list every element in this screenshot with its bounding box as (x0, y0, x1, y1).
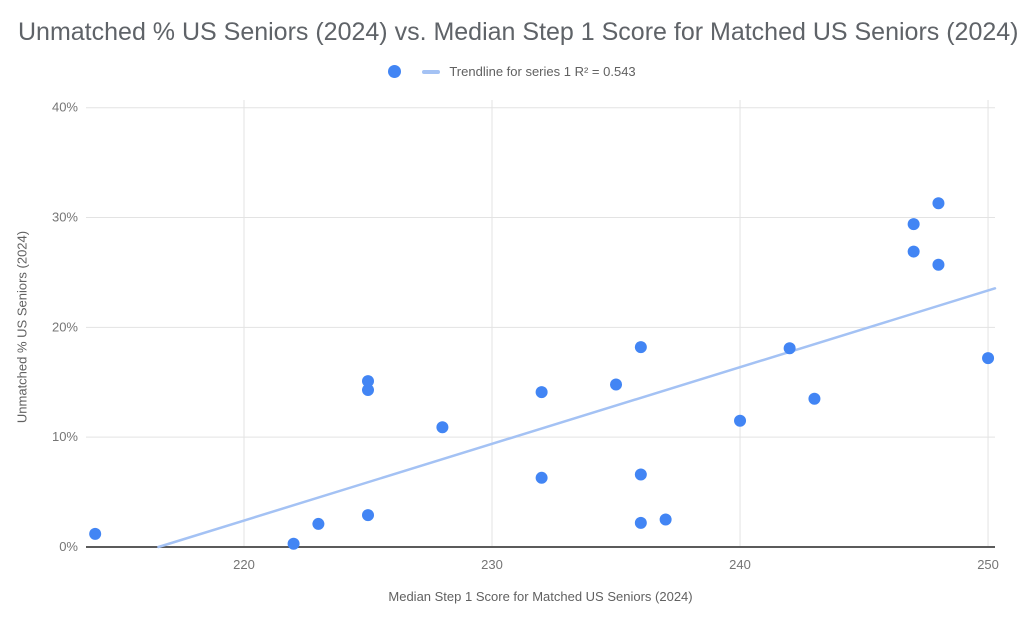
y-axis-title: Unmatched % US Seniors (2024) (14, 230, 30, 424)
data-point (907, 245, 920, 258)
data-point (932, 258, 945, 271)
legend: Trendline for series 1 R² = 0.543 (0, 64, 1024, 79)
y-tick-label: 10% (52, 429, 78, 444)
x-tick-label: 230 (481, 557, 503, 572)
data-point (535, 471, 548, 484)
data-point (89, 527, 102, 540)
y-tick-label: 40% (52, 100, 78, 115)
trendline-legend-label: Trendline for series 1 R² = 0.543 (449, 64, 636, 79)
trendline-dash-icon (422, 69, 441, 74)
data-point (907, 218, 920, 231)
data-point (932, 197, 945, 210)
data-point (808, 392, 821, 405)
data-point (982, 352, 995, 365)
data-point (634, 341, 647, 354)
chart-title: Unmatched % US Seniors (2024) vs. Median… (18, 18, 1019, 46)
data-point (783, 342, 796, 355)
data-point (535, 386, 548, 399)
data-point (634, 516, 647, 529)
data-point (287, 537, 300, 550)
series-dot-icon (388, 65, 402, 78)
x-tick-label: 240 (729, 557, 751, 572)
data-point (610, 378, 623, 391)
y-tick-label: 20% (52, 319, 78, 334)
y-tick-label: 30% (52, 210, 78, 225)
data-point (634, 468, 647, 481)
data-point (362, 375, 375, 388)
trendline (157, 287, 997, 549)
y-tick-label: 0% (59, 539, 78, 554)
data-point (362, 383, 375, 396)
x-tick-label: 220 (233, 557, 255, 572)
data-point (436, 421, 449, 434)
data-point (362, 509, 375, 522)
x-axis-title: Median Step 1 Score for Matched US Senio… (388, 589, 693, 604)
data-point (659, 513, 672, 526)
data-point (734, 414, 747, 427)
data-point (312, 517, 325, 530)
x-tick-label: 250 (977, 557, 999, 572)
